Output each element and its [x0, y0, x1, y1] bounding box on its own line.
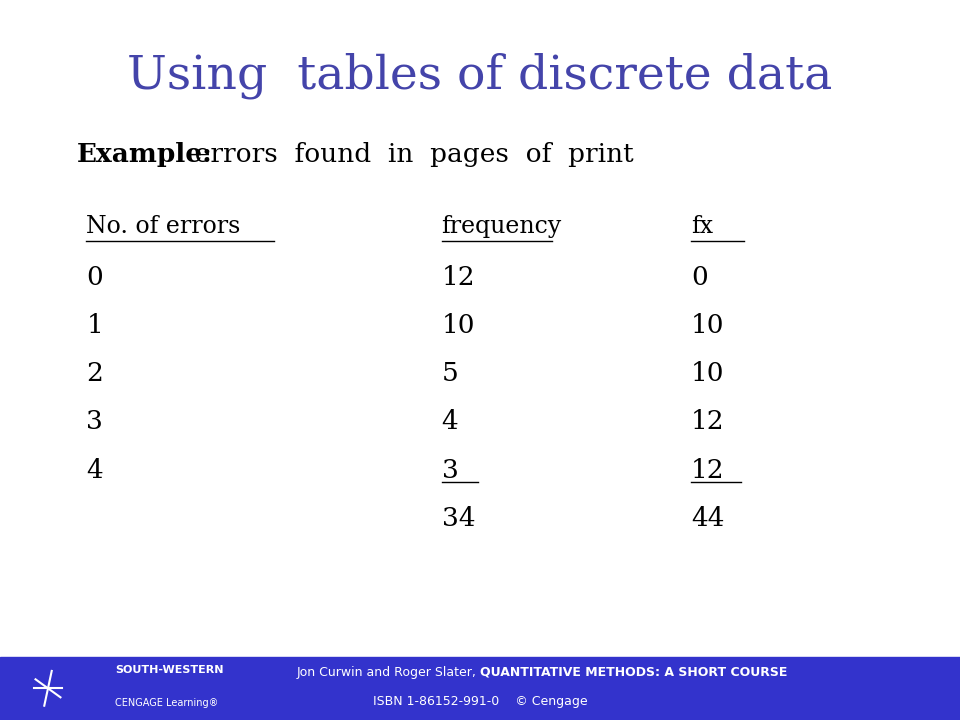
Text: Using  tables of discrete data: Using tables of discrete data: [128, 53, 832, 99]
Text: 3: 3: [442, 458, 459, 482]
Text: 12: 12: [691, 410, 725, 434]
Text: 0: 0: [86, 265, 103, 289]
Text: SOUTH-WESTERN: SOUTH-WESTERN: [115, 665, 224, 675]
Text: 5: 5: [442, 361, 458, 386]
Text: frequency: frequency: [442, 215, 562, 238]
Text: Jon Curwin and Roger Slater,: Jon Curwin and Roger Slater,: [296, 666, 480, 679]
Text: 0: 0: [691, 265, 708, 289]
Bar: [0, 657, 960, 720]
Text: 10: 10: [691, 361, 725, 386]
Text: 4: 4: [86, 458, 103, 482]
Text: 34: 34: [442, 506, 475, 531]
Text: fx: fx: [691, 215, 713, 238]
Text: QUANTITATIVE METHODS: A SHORT COURSE: QUANTITATIVE METHODS: A SHORT COURSE: [480, 666, 787, 679]
Text: 1: 1: [86, 313, 103, 338]
Text: 12: 12: [442, 265, 475, 289]
Text: 10: 10: [442, 313, 475, 338]
Text: CENGAGE Learning®: CENGAGE Learning®: [115, 698, 219, 708]
Text: 12: 12: [691, 458, 725, 482]
Text: 2: 2: [86, 361, 104, 386]
Text: 44: 44: [691, 506, 725, 531]
Text: 4: 4: [442, 410, 458, 434]
Text: 3: 3: [86, 410, 104, 434]
Text: ISBN 1-86152-991-0    © Cengage: ISBN 1-86152-991-0 © Cengage: [372, 695, 588, 708]
Text: 10: 10: [691, 313, 725, 338]
Text: errors  found  in  pages  of  print: errors found in pages of print: [178, 143, 634, 167]
Text: No. of errors: No. of errors: [86, 215, 241, 238]
Text: Example:: Example:: [77, 143, 212, 167]
